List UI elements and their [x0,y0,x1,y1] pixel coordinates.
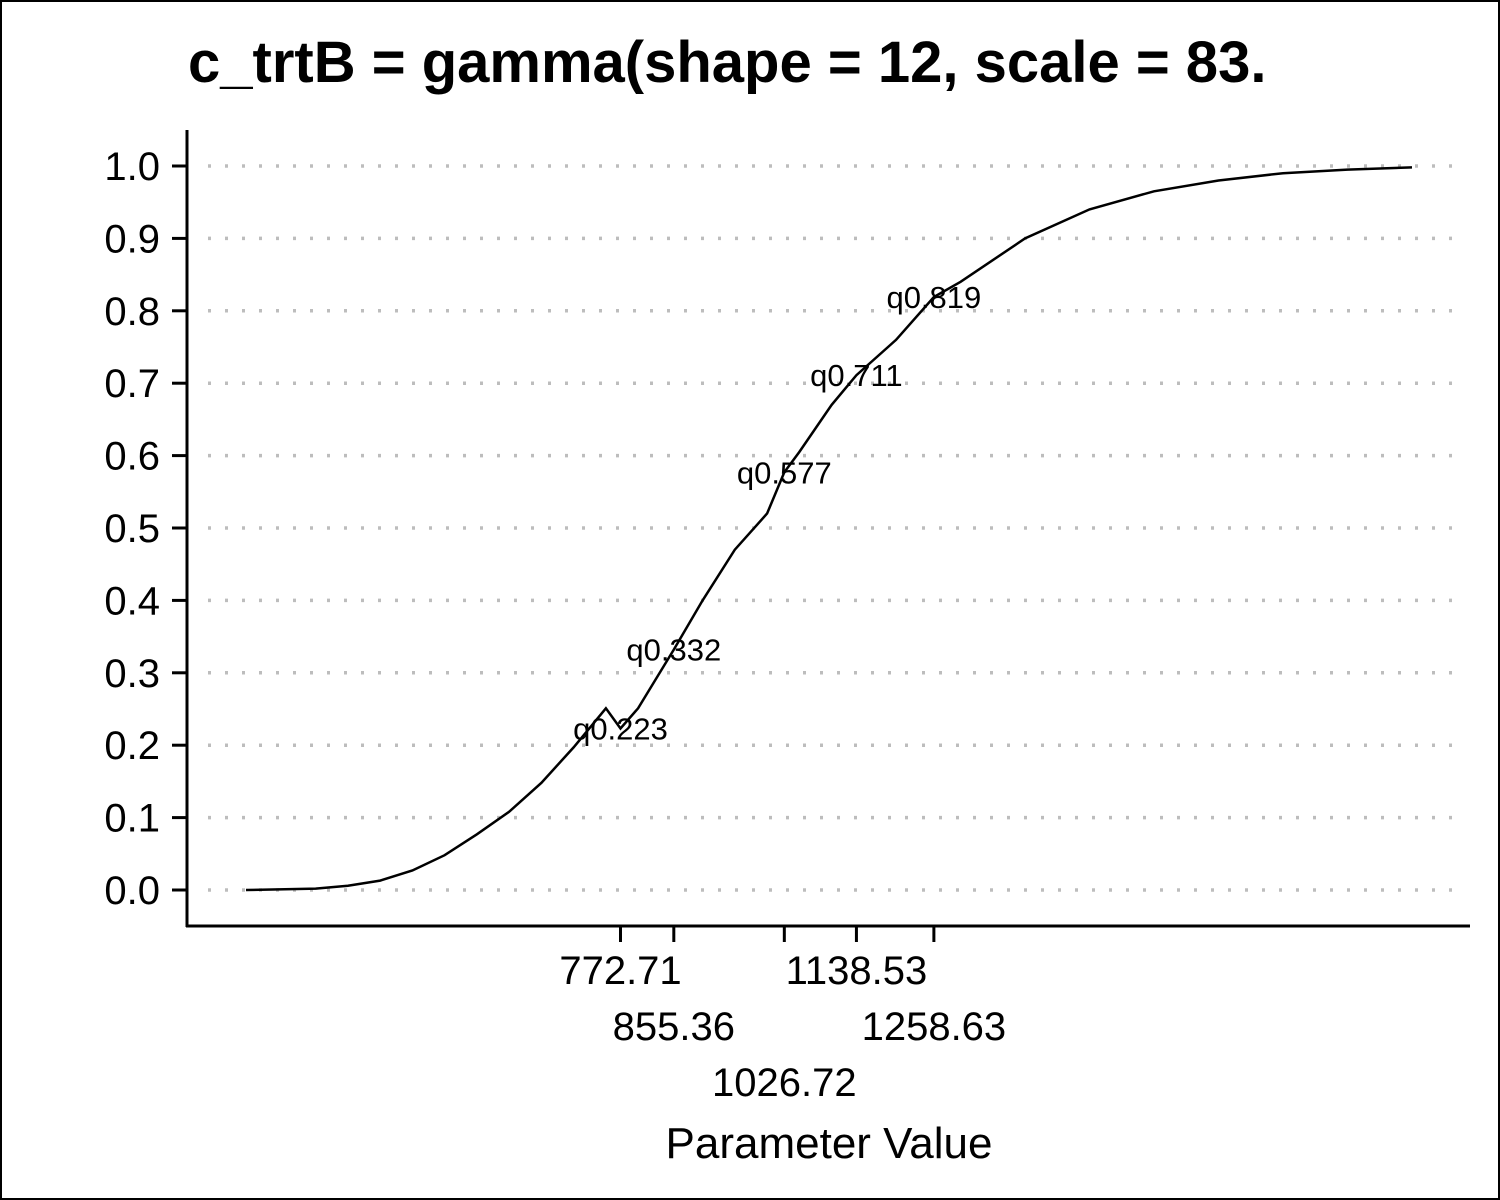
y-tick-label: 0.0 [104,869,160,913]
y-tick-label: 0.6 [104,435,160,479]
quantile-labels: q0.223 q0.332 q0.577 q0.711 q0.819 [573,280,981,747]
quantile-label: q0.577 [737,455,832,490]
y-tick-label: 1.0 [104,145,160,189]
cdf-line [245,166,1413,892]
y-tick-label: 0.8 [104,290,160,334]
y-tick-label: 0.9 [104,217,160,261]
y-tick-label: 0.1 [104,797,160,841]
quantile-label: q0.332 [626,633,721,668]
quantile-label: q0.223 [573,712,668,747]
x-tick-label: 1138.53 [786,949,928,993]
y-tick-label: 0.7 [104,362,160,406]
y-ticks: 0.0 0.1 0.2 0.3 0.4 0.5 0.6 0.7 0.8 0.9 1.0 [104,145,187,913]
x-tick-label: 1026.72 [712,1061,857,1105]
chart-title: c_trtB = gamma(shape = 12, scale = 83. [188,30,1266,95]
grid-lines [208,164,1464,892]
y-tick-label: 0.2 [104,724,160,768]
quantile-label: q0.711 [810,358,903,393]
x-ticks: 772.71 855.36 1026.72 1138.53 1258.63 [559,926,1006,1105]
x-tick-label: 855.36 [613,1005,735,1049]
x-tick-label: 1258.63 [862,1005,1007,1049]
y-tick-label: 0.5 [104,507,160,551]
x-tick-label: 772.71 [559,949,681,993]
y-tick-label: 0.3 [104,652,160,696]
y-tick-label: 0.4 [104,579,160,623]
x-axis-title: Parameter Value [666,1119,993,1168]
quantile-label: q0.819 [886,280,981,315]
